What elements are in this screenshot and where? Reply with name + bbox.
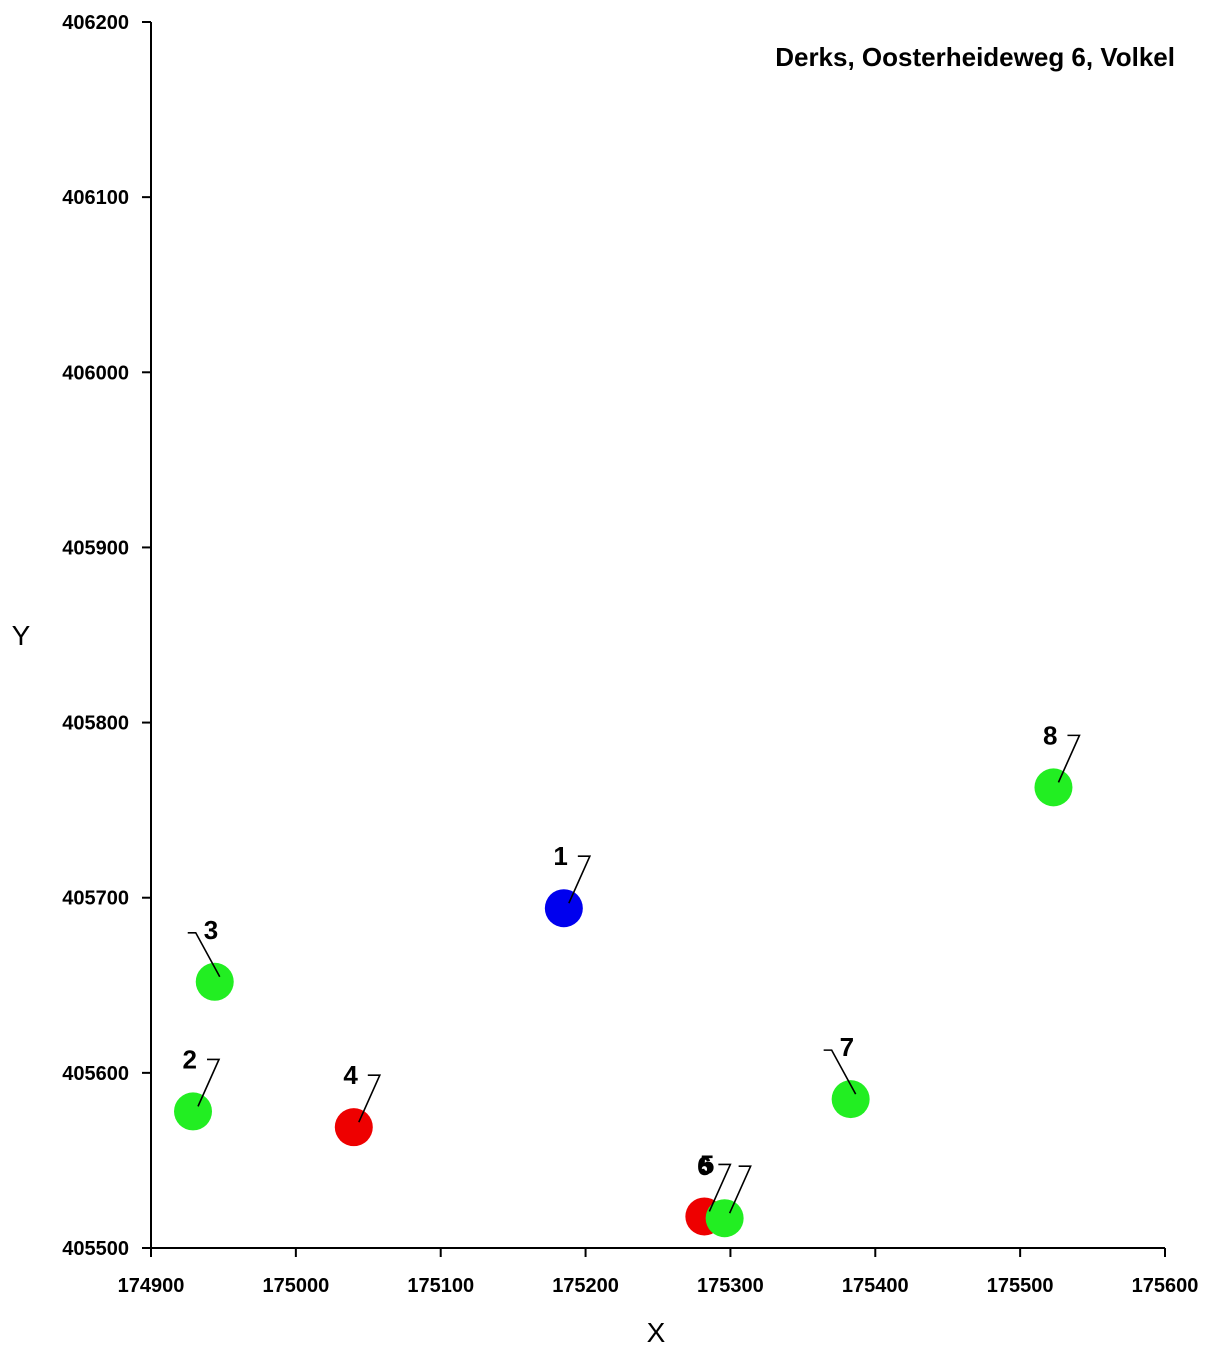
point-label: 5 [700, 1149, 714, 1179]
y-tick-label: 405500 [62, 1238, 129, 1260]
x-tick-label: 175400 [842, 1275, 909, 1297]
point-leader-line [358, 1074, 382, 1123]
axes-layer [150, 22, 1165, 1249]
point-leader-line [568, 855, 592, 904]
point-label: 3 [204, 915, 218, 945]
data-point-7 [831, 1080, 870, 1119]
x-tick-label: 175600 [1132, 1275, 1199, 1297]
x-axis-title: X [647, 1317, 666, 1348]
y-tick-label: 406000 [62, 362, 129, 384]
y-tick-label: 406100 [62, 187, 129, 209]
y-tick-label: 405900 [62, 537, 129, 559]
point-leader-line [823, 1049, 857, 1095]
y-tick-label: 405700 [62, 888, 129, 910]
x-tick-label: 175200 [552, 1275, 619, 1297]
point-leader-line [1057, 734, 1081, 783]
data-point-6 [705, 1199, 744, 1238]
chart-title: Derks, Oosterheideweg 6, Volkel [775, 42, 1175, 72]
x-tick-label: 175500 [987, 1275, 1054, 1297]
point-label: 6 [697, 1151, 711, 1181]
point-label: 8 [1043, 720, 1057, 750]
y-axis-title: Y [12, 620, 31, 651]
data-point-1 [544, 889, 583, 928]
points-layer: 1 2 3 4 56 7 8 [174, 720, 1081, 1238]
y-tick-label: 405800 [62, 713, 129, 735]
point-label: 4 [343, 1060, 358, 1090]
x-tick-label: 175000 [262, 1275, 329, 1297]
data-point-8 [1034, 768, 1073, 807]
point-label: 7 [840, 1032, 854, 1062]
point-leader-line [708, 1163, 732, 1212]
point-label: 2 [183, 1044, 197, 1074]
point-leader-line [197, 1058, 221, 1107]
data-point-2 [174, 1092, 213, 1131]
data-point-4 [334, 1108, 373, 1147]
y-tick-label: 405600 [62, 1063, 129, 1085]
x-tick-label: 174900 [118, 1275, 185, 1297]
ticks-layer: 174900 175000 175100 175200 175300 175400 1755… [62, 12, 1198, 1297]
point-leader-line [187, 931, 221, 978]
point-leader-line [728, 1165, 752, 1214]
point-label: 1 [553, 841, 567, 871]
y-tick-label: 406200 [62, 12, 129, 34]
data-point-3 [195, 962, 234, 1001]
x-tick-label: 175300 [697, 1275, 764, 1297]
x-tick-label: 175100 [407, 1275, 474, 1297]
